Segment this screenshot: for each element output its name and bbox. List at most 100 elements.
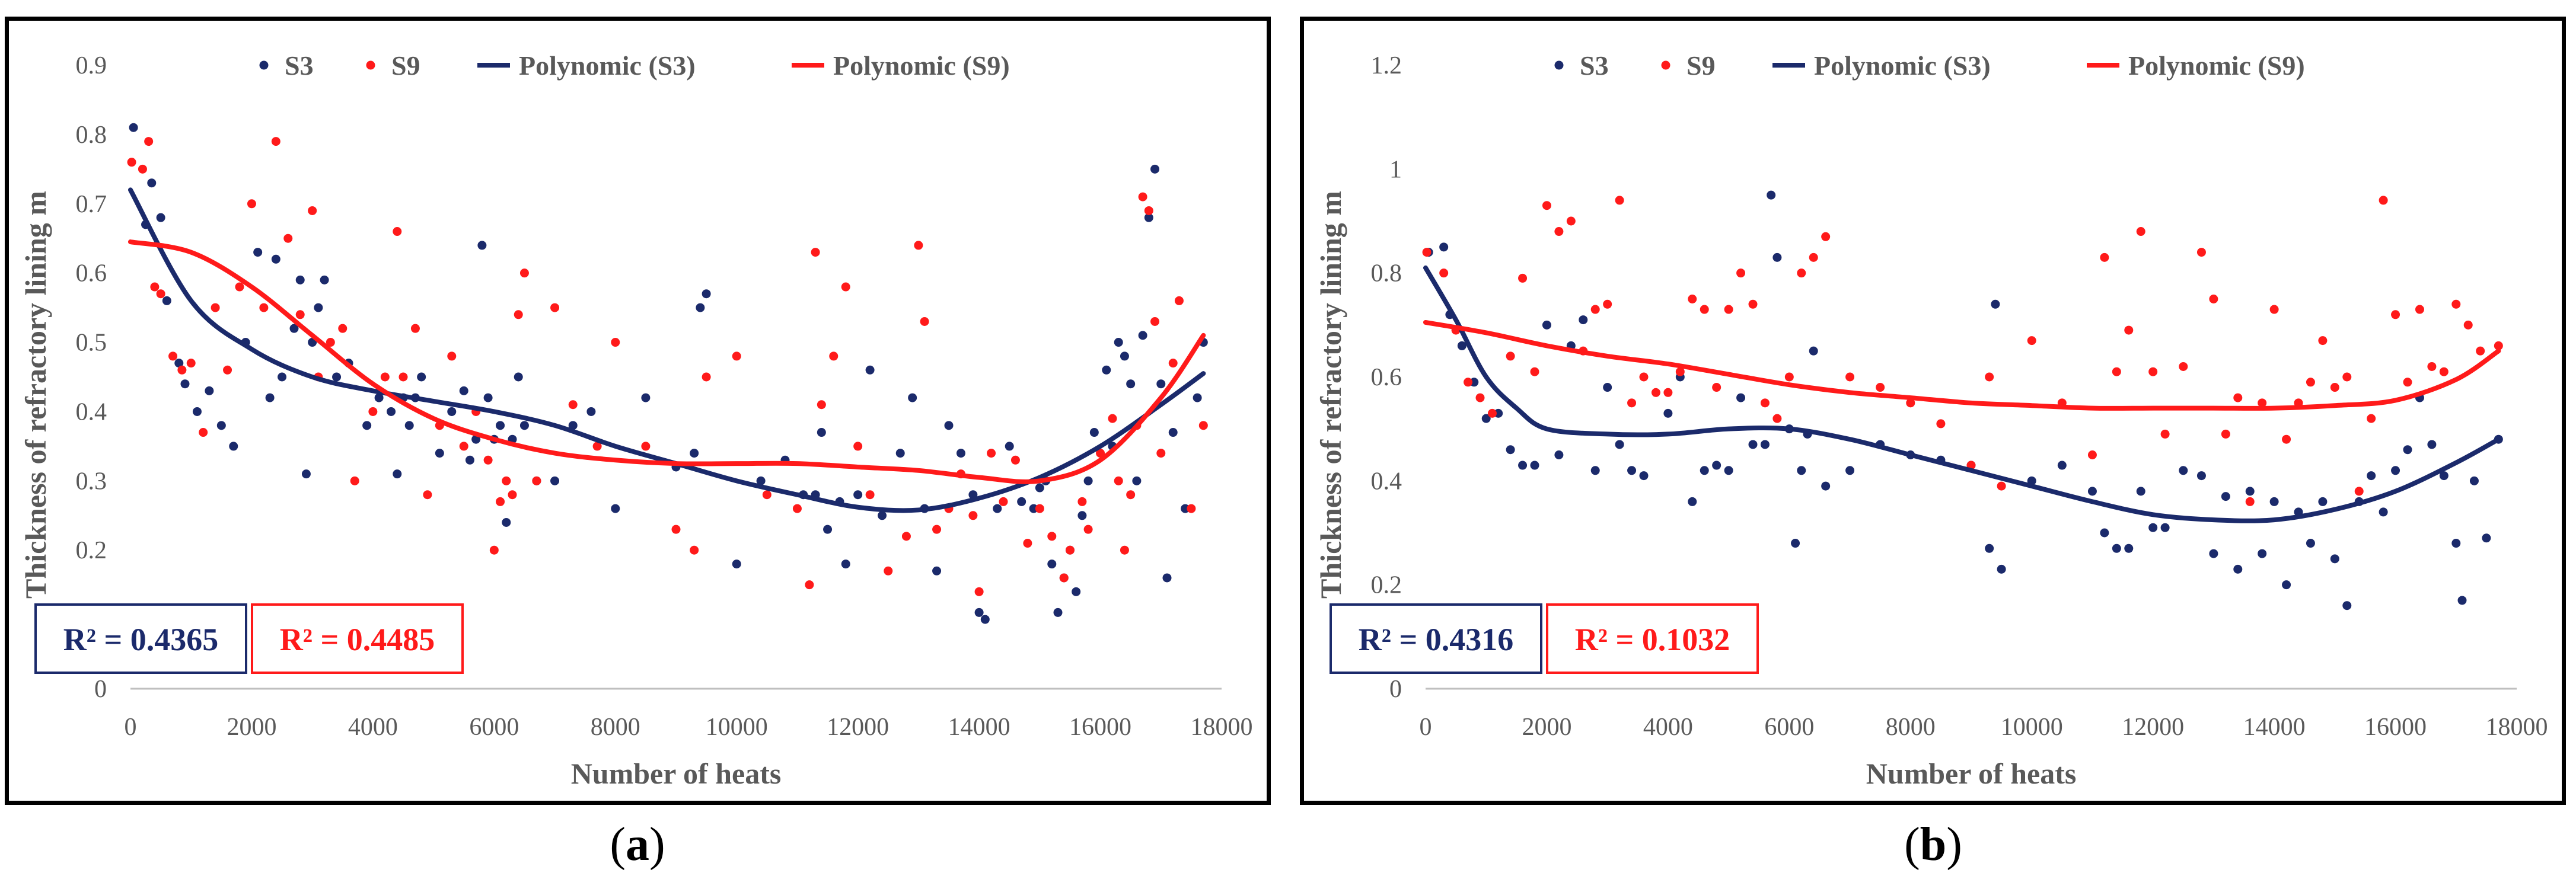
point-s3	[1114, 338, 1123, 347]
y-tick-label: 0.4	[1371, 468, 1402, 495]
point-s3	[2318, 497, 2328, 506]
point-s9	[447, 351, 457, 361]
point-s9	[514, 310, 523, 319]
point-s3	[895, 449, 905, 458]
point-s3	[2148, 523, 2158, 532]
point-s9	[1797, 268, 1806, 278]
point-s3	[932, 566, 942, 576]
point-s3	[2124, 543, 2134, 553]
point-s9	[568, 400, 578, 410]
point-s9	[592, 442, 602, 451]
x-tick-label: 10000	[2001, 714, 2063, 741]
x-axis-title: Number of heats	[571, 757, 782, 790]
point-s9	[732, 351, 741, 361]
point-s3	[974, 608, 984, 617]
point-s3	[702, 289, 711, 299]
point-s9	[932, 525, 942, 534]
point-s9	[1615, 196, 1624, 205]
r-squared-annotation: R² = 0.4485	[251, 603, 464, 674]
point-s9	[1542, 201, 1551, 210]
point-s9	[1168, 359, 1178, 368]
point-s9	[223, 365, 232, 375]
point-s3	[192, 407, 202, 416]
x-tick-label: 8000	[591, 714, 640, 741]
caption-b: (b)	[1904, 819, 1962, 871]
trendline-s9	[128, 239, 1206, 484]
point-s9	[1821, 232, 1831, 241]
annotation-box	[1546, 603, 1759, 674]
point-s3	[1457, 341, 1466, 350]
x-tick-label: 0	[1420, 714, 1432, 741]
point-s3	[496, 421, 505, 430]
y-tick-label: 1.2	[1371, 52, 1402, 79]
point-s3	[295, 275, 305, 284]
point-s3	[477, 241, 487, 250]
point-s3	[1083, 476, 1093, 485]
chart-b: 0 2000 4000 6000 8000 10000 12000 14000 16000 180…	[1314, 50, 2548, 790]
point-s3	[2269, 497, 2279, 506]
point-s9	[177, 365, 187, 375]
chart-panel-b: 0 2000 4000 6000 8000 10000 12000 14000 16000 180…	[1300, 17, 2566, 805]
point-s9	[459, 442, 468, 451]
point-s9	[368, 407, 378, 416]
x-tick-label: 10000	[706, 714, 768, 741]
point-s3	[1047, 560, 1057, 569]
point-s3	[180, 379, 190, 389]
point-s9	[968, 511, 978, 520]
point-s3	[1579, 315, 1588, 325]
point-s3	[756, 476, 766, 485]
point-s3	[1193, 393, 1202, 402]
point-s3	[2457, 596, 2467, 605]
point-s9	[550, 303, 560, 312]
point-s9	[338, 324, 347, 333]
point-s9	[308, 206, 317, 215]
point-s3	[611, 504, 620, 513]
point-s3	[1767, 190, 1776, 200]
point-s9	[829, 351, 839, 361]
annotation-text: R² = 0.1032	[1575, 622, 1730, 657]
legend-label: S9	[391, 50, 420, 81]
y-tick-label: 0.6	[1371, 364, 1402, 391]
point-s3	[1542, 320, 1551, 330]
point-s3	[1481, 414, 1491, 423]
point-s3	[2221, 492, 2230, 501]
point-s3	[1615, 440, 1624, 449]
x-tick-label: 6000	[1764, 714, 1814, 741]
point-s3	[1518, 461, 1528, 470]
point-s3	[993, 504, 1002, 513]
point-s9	[1876, 383, 1885, 392]
point-s9	[1487, 408, 1497, 418]
point-s9	[350, 476, 359, 485]
point-s9	[811, 248, 820, 257]
point-s9	[1156, 449, 1166, 458]
point-s3	[2330, 554, 2339, 564]
point-s3	[2367, 471, 2376, 481]
legend-label: S3	[1580, 50, 1609, 81]
point-s3	[1077, 511, 1087, 520]
r-squared-annotation: R² = 0.1032	[1546, 603, 1759, 674]
point-s3	[1845, 466, 1855, 475]
point-s9	[865, 490, 875, 500]
point-s9	[532, 476, 541, 485]
annotation-text: R² = 0.4365	[63, 622, 218, 657]
point-s3	[174, 359, 184, 368]
point-s9	[671, 525, 681, 534]
x-tick-label: 0	[125, 714, 137, 741]
point-s3	[1162, 573, 1172, 583]
point-s3	[1053, 608, 1063, 617]
x-tick-label: 4000	[1643, 714, 1693, 741]
legend-label: Polynomic (S3)	[1814, 50, 1991, 81]
point-s9	[1047, 532, 1057, 541]
point-s9	[1518, 273, 1528, 283]
point-s9	[2233, 393, 2243, 402]
y-tick-label: 0.6	[76, 260, 107, 287]
point-s9	[1663, 388, 1673, 397]
point-s9	[398, 372, 408, 382]
point-s9	[1997, 481, 2006, 491]
point-s9	[1748, 299, 1758, 309]
point-s3	[2306, 539, 2315, 548]
point-s3	[865, 365, 875, 375]
y-tick-label: 0.9	[76, 52, 107, 79]
point-s9	[1772, 414, 1782, 423]
point-s9	[496, 497, 505, 506]
